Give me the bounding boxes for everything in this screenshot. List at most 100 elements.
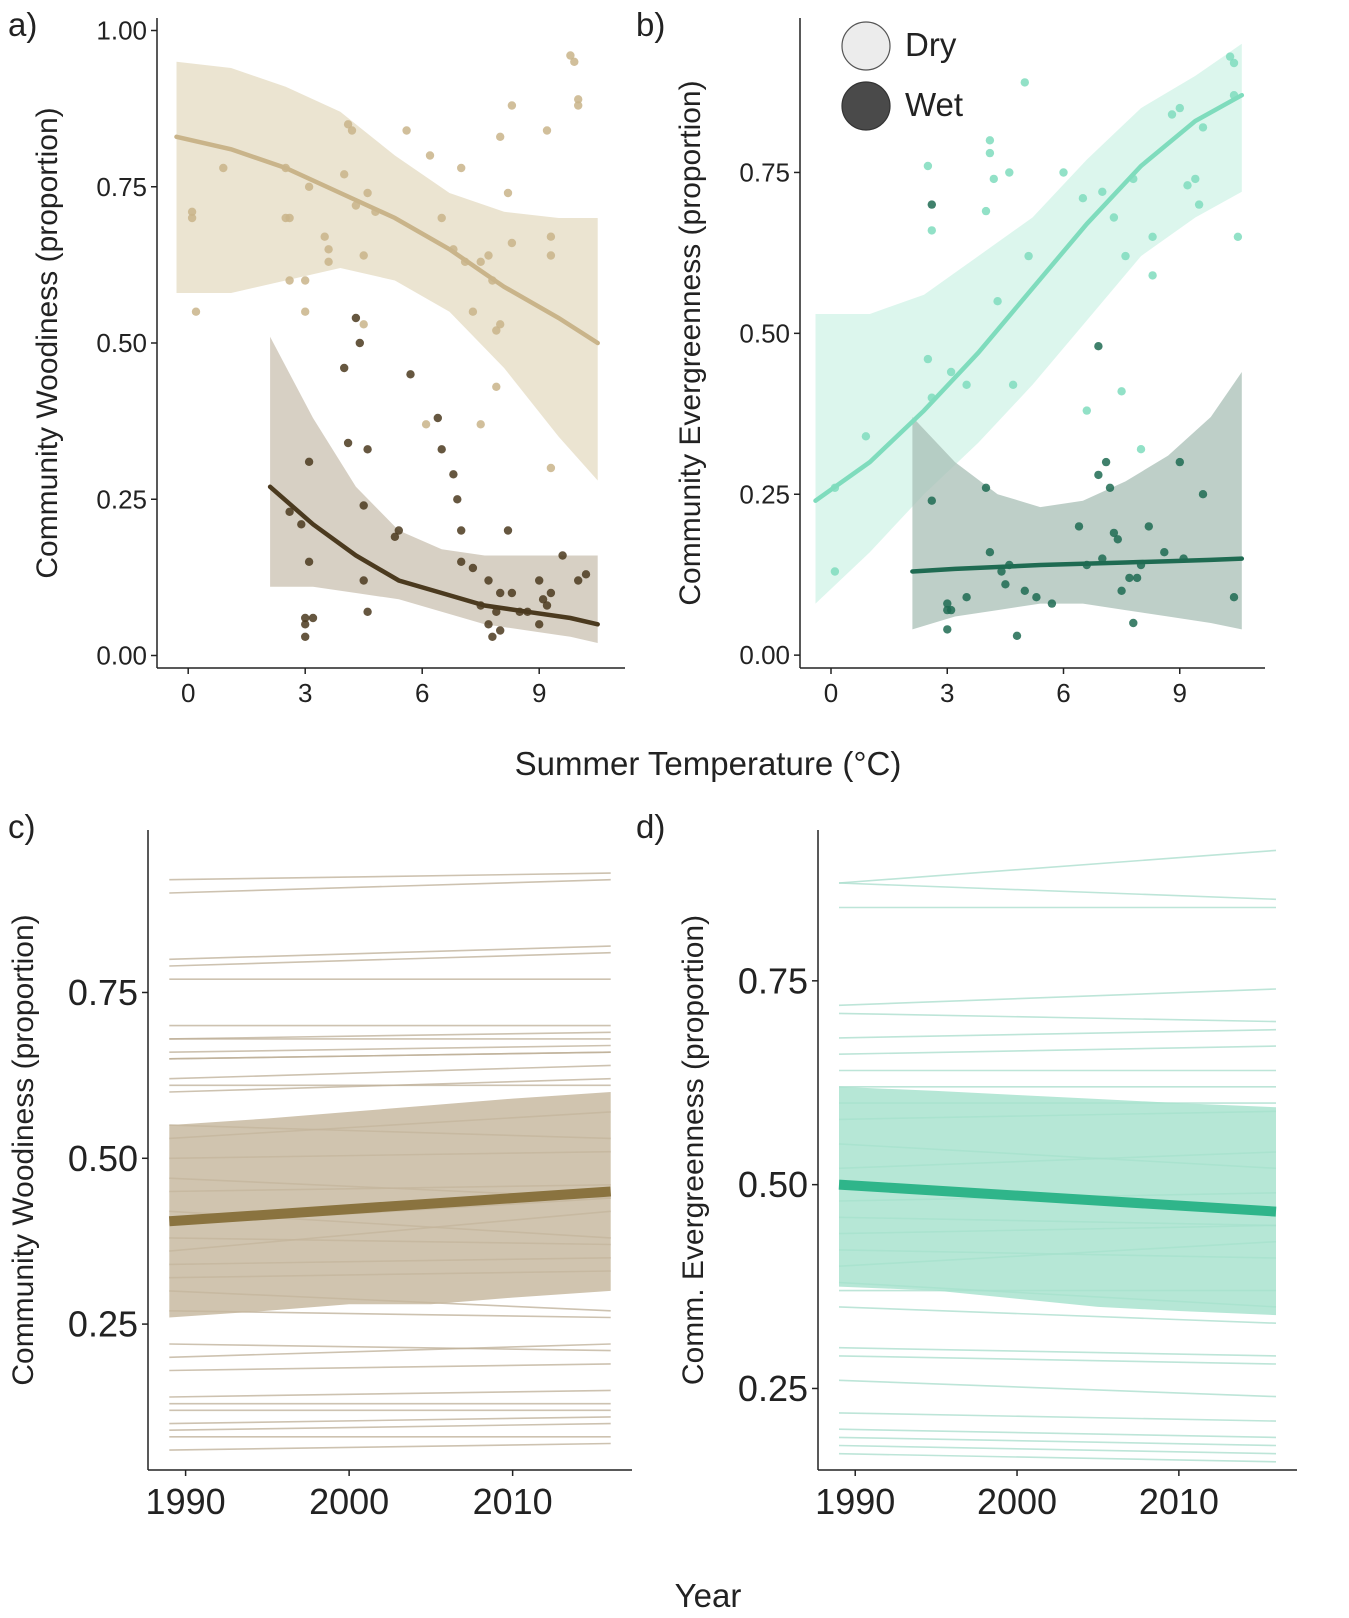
point-dry [1082, 406, 1092, 415]
x-tick-label: 1990 [146, 1481, 226, 1522]
point-dry [503, 188, 513, 198]
point-wet [355, 338, 364, 348]
site-line [169, 1442, 611, 1451]
point-wet [581, 570, 591, 579]
point-wet [1001, 580, 1010, 589]
x-tick-label: 2000 [309, 1481, 389, 1522]
point-dry [359, 251, 368, 260]
point-wet [1012, 631, 1022, 640]
site-line [838, 1355, 1277, 1365]
panel-d: 0.25 0.50 0.75 1990 2000 2010 Comm. Evergreenn… [636, 808, 1297, 1522]
point-dry [1167, 110, 1177, 119]
y-axis-label: Community Woodiness (proportion) [7, 914, 40, 1385]
site-line [838, 1028, 1277, 1039]
point-wet [1160, 548, 1169, 557]
point-wet [301, 613, 310, 623]
point-wet [535, 620, 544, 629]
site-line [838, 882, 1277, 901]
point-dry [570, 57, 579, 66]
point-wet [301, 632, 310, 641]
point-wet [1032, 593, 1041, 602]
site-line [838, 1412, 1277, 1422]
point-dry [187, 207, 197, 216]
point-wet [488, 632, 497, 641]
point-wet [1129, 618, 1138, 628]
point-dry [340, 170, 349, 179]
point-dry [1078, 194, 1088, 203]
point-wet [363, 607, 372, 616]
point-wet [297, 520, 306, 529]
fit-line-wet [267, 484, 600, 627]
point-dry [566, 51, 575, 60]
point-dry [359, 320, 368, 329]
y-tick-label: 0.75 [68, 972, 138, 1013]
point-dry [1183, 181, 1192, 190]
y-tick-label: 0.75 [739, 158, 790, 188]
point-wet [1094, 470, 1103, 480]
point-wet [340, 363, 349, 373]
point-wet [558, 551, 567, 560]
point-wet [574, 576, 583, 585]
site-line [169, 1343, 611, 1359]
point-dry [324, 257, 333, 266]
legend: Dry Wet [841, 21, 963, 131]
point-wet [468, 563, 478, 573]
point-dry [507, 101, 517, 110]
point-dry [1059, 168, 1068, 177]
point-dry [923, 161, 933, 171]
point-wet [1074, 522, 1084, 531]
trend-line [838, 1179, 1277, 1217]
point-wet [457, 557, 466, 566]
site-line [838, 1012, 1277, 1023]
x-tick-label: 3 [298, 678, 312, 708]
site-line [169, 1044, 611, 1053]
site-line [838, 1379, 1277, 1398]
site-line [169, 872, 611, 881]
x-tick-label: 1990 [815, 1481, 895, 1522]
x-tick-label: 0 [181, 678, 195, 708]
point-wet [304, 557, 314, 566]
point-wet [1105, 483, 1115, 492]
point-dry [985, 136, 995, 145]
point-dry [830, 567, 840, 576]
shared-x-axis-label-temperature: Summer Temperature (°C) [515, 745, 902, 782]
site-line [169, 1422, 611, 1431]
point-dry [946, 367, 956, 377]
site-line [169, 951, 611, 967]
point-wet [943, 625, 952, 634]
point-dry [923, 354, 933, 364]
x-tick-label: 0 [824, 678, 838, 708]
point-wet [1198, 490, 1208, 499]
point-wet [535, 576, 544, 585]
point-wet [546, 588, 556, 598]
site-line [169, 1343, 611, 1352]
point-dry [1191, 174, 1200, 184]
trend-line [168, 1186, 612, 1227]
y-tick-label: 0.75 [96, 172, 147, 202]
point-wet [359, 576, 368, 585]
point-wet [433, 413, 442, 423]
point-wet [437, 445, 446, 454]
site-line [838, 1436, 1277, 1447]
point-wet [962, 593, 971, 602]
point-dry [993, 297, 1002, 306]
point-dry [304, 182, 314, 191]
y-tick-label: 0.50 [68, 1138, 138, 1179]
point-dry [285, 213, 294, 223]
x-tick-label: 6 [1056, 678, 1070, 708]
x-tick-label: 2010 [1139, 1481, 1219, 1522]
point-dry [301, 276, 310, 285]
point-dry [425, 151, 435, 160]
point-wet [1094, 342, 1103, 351]
point-dry [546, 463, 556, 473]
shared-x-axis-label-year: Year [675, 1577, 742, 1614]
point-dry [1117, 387, 1126, 396]
point-dry [981, 206, 991, 216]
x-tick-label: 2000 [977, 1481, 1057, 1522]
x-tick-label: 3 [940, 678, 954, 708]
point-dry [1233, 232, 1243, 241]
site-line [169, 1031, 611, 1040]
point-wet [496, 588, 505, 598]
point-wet [304, 457, 314, 466]
